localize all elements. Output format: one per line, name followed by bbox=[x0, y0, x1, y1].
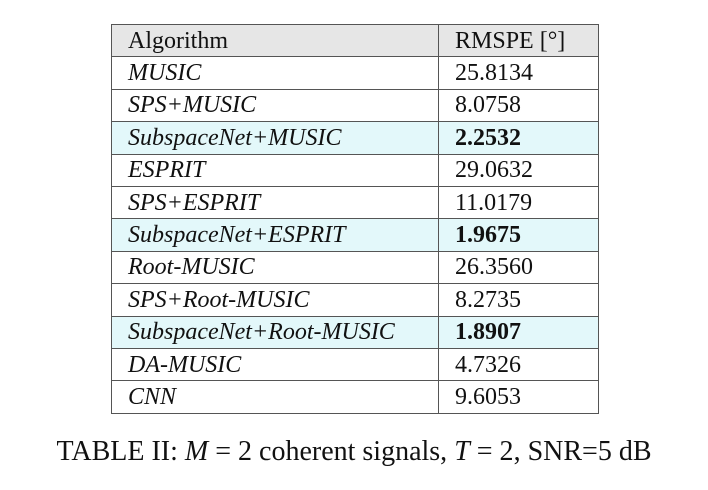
table-header-row: Algorithm RMSPE [°] bbox=[111, 23, 599, 58]
table-row: ESPRIT 29.0632 bbox=[111, 153, 599, 187]
rmspe-cell: 11.0179 bbox=[438, 185, 599, 220]
column-header-rmspe: RMSPE [°] bbox=[438, 23, 599, 58]
table-row: DA-MUSIC 4.7326 bbox=[111, 347, 599, 382]
caption-t-symbol: T bbox=[454, 436, 470, 467]
table-body: MUSIC 25.8134 SPS+MUSIC 8.0758 SubspaceNet+M… bbox=[111, 56, 599, 414]
table-row: SubspaceNet+MUSIC 2.2532 bbox=[111, 121, 599, 155]
table-caption: TABLE II: M = 2 coherent signals, T = 2,… bbox=[0, 436, 708, 468]
caption-label: TABLE II: bbox=[56, 436, 178, 467]
table-row: Root-MUSIC 26.3560 bbox=[111, 250, 599, 285]
algorithm-cell: SPS+Root-MUSIC bbox=[111, 283, 439, 317]
rmspe-cell: 8.0758 bbox=[438, 88, 599, 123]
caption-m-value: = 2 bbox=[208, 436, 253, 467]
rmspe-cell: 1.8907 bbox=[438, 315, 599, 349]
algorithm-cell: SPS+ESPRIT bbox=[111, 185, 439, 220]
table-row: SPS+ESPRIT 11.0179 bbox=[111, 185, 599, 220]
table-row: SPS+MUSIC 8.0758 bbox=[111, 88, 599, 123]
rmspe-cell: 2.2532 bbox=[438, 121, 599, 155]
rmspe-cell: 25.8134 bbox=[438, 56, 599, 90]
table-row: SubspaceNet+ESPRIT 1.9675 bbox=[111, 218, 599, 252]
algorithm-cell: CNN bbox=[111, 380, 439, 414]
rmspe-cell: 26.3560 bbox=[438, 250, 599, 285]
table-row: SPS+Root-MUSIC 8.2735 bbox=[111, 283, 599, 317]
caption-t-value: = 2 bbox=[469, 436, 514, 467]
rmspe-cell: 9.6053 bbox=[438, 380, 599, 414]
algorithm-cell: SubspaceNet+MUSIC bbox=[111, 121, 439, 155]
table-row: SubspaceNet+Root-MUSIC 1.8907 bbox=[111, 315, 599, 349]
rmspe-cell: 1.9675 bbox=[438, 218, 599, 252]
algorithm-cell: SubspaceNet+ESPRIT bbox=[111, 218, 439, 252]
rmspe-cell: 4.7326 bbox=[438, 347, 599, 382]
algorithm-cell: ESPRIT bbox=[111, 153, 439, 187]
rmspe-cell: 8.2735 bbox=[438, 283, 599, 317]
results-table: Algorithm RMSPE [°] MUSIC 25.8134 SPS+MUSI… bbox=[111, 23, 599, 414]
table-row: MUSIC 25.8134 bbox=[111, 56, 599, 90]
algorithm-cell: Root-MUSIC bbox=[111, 250, 439, 285]
caption-m-symbol: M bbox=[184, 436, 209, 467]
caption-text-snr: , SNR=5 dB bbox=[513, 436, 652, 467]
rmspe-cell: 29.0632 bbox=[438, 153, 599, 187]
table-row: CNN 9.6053 bbox=[111, 380, 599, 414]
algorithm-cell: SPS+MUSIC bbox=[111, 88, 439, 123]
caption-text-signals: coherent signals, bbox=[252, 436, 455, 467]
column-header-algorithm: Algorithm bbox=[111, 23, 439, 58]
algorithm-cell: SubspaceNet+Root-MUSIC bbox=[111, 315, 439, 349]
algorithm-cell: MUSIC bbox=[111, 56, 439, 90]
algorithm-cell: DA-MUSIC bbox=[111, 347, 439, 382]
